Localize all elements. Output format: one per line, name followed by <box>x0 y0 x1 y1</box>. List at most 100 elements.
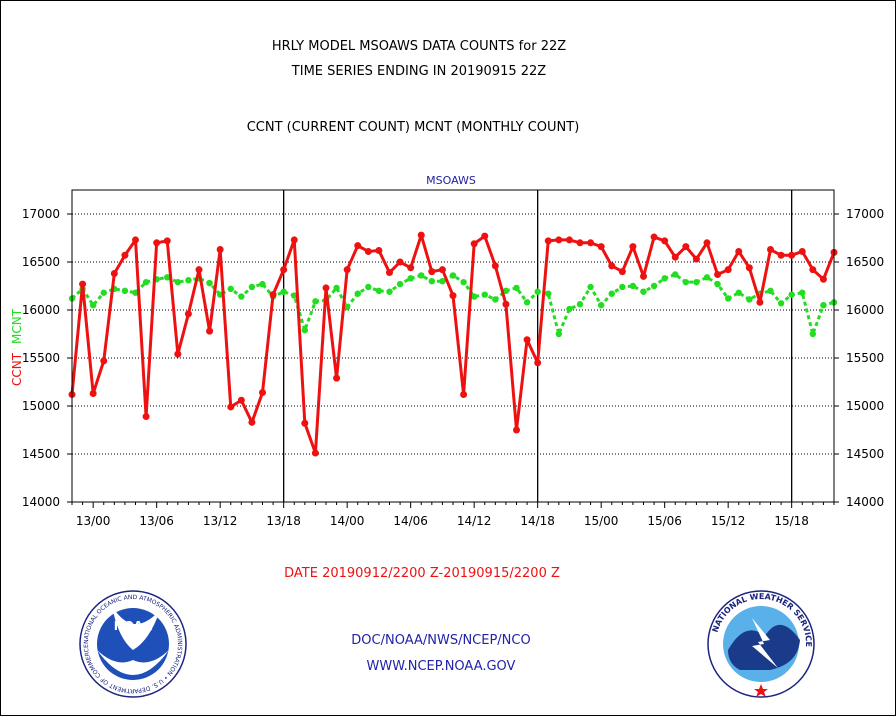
y-axis-label-ccnt: CCNT <box>10 352 24 386</box>
ccnt-point <box>216 246 224 254</box>
ccnt-point <box>555 236 563 244</box>
ccnt-point <box>343 266 351 274</box>
mcnt-point <box>608 290 615 297</box>
ccnt-point <box>322 284 330 292</box>
ccnt-point <box>100 357 108 365</box>
ccnt-point <box>153 239 161 247</box>
chart-panel-title: MSOAWS <box>426 174 476 187</box>
ccnt-point <box>523 336 531 344</box>
ccnt-point <box>460 390 468 398</box>
mcnt-point <box>365 283 372 291</box>
ccnt-point <box>290 236 298 244</box>
ccnt-point <box>576 239 584 247</box>
y-axis-label-mcnt: MCNT <box>10 308 24 344</box>
x-tick-label: 13/00 <box>76 514 111 528</box>
date-range-label: DATE 20190912/2200 Z-20190915/2200 Z <box>284 566 560 581</box>
ccnt-series <box>68 231 838 457</box>
ccnt-point <box>110 270 118 278</box>
ccnt-point <box>227 403 235 411</box>
ccnt-point <box>89 390 97 398</box>
mcnt-point <box>576 301 584 308</box>
ccnt-point <box>375 246 383 254</box>
series-group <box>68 231 838 457</box>
mcnt-point <box>248 283 256 291</box>
ccnt-point <box>407 264 415 272</box>
ccnt-point <box>311 449 319 457</box>
mcnt-point <box>788 291 795 298</box>
mcnt-point <box>523 299 531 306</box>
y-tick-label-right: 14000 <box>846 495 884 509</box>
mcnt-point <box>619 283 626 291</box>
noaa-logo: NOAA NATIONAL OCEANIC AND ATMOSPHERIC AD… <box>0 0 187 698</box>
mcnt-point <box>481 291 488 298</box>
mcnt-point <box>820 302 827 309</box>
ccnt-point <box>618 268 626 276</box>
chart-title-line2: TIME SERIES ENDING IN 20190915 22Z <box>291 64 547 79</box>
mcnt-point <box>724 295 732 302</box>
ccnt-point <box>301 419 309 427</box>
nws-logo: NATIONAL WEATHER SERVICE <box>707 590 815 698</box>
ccnt-point <box>206 327 214 335</box>
ccnt-point <box>798 247 806 255</box>
y-tick-label-left: 14000 <box>22 495 60 509</box>
ccnt-point <box>735 247 743 255</box>
ccnt-point <box>142 413 150 421</box>
x-tick-label: 14/06 <box>393 514 428 528</box>
mcnt-point <box>534 288 541 295</box>
mcnt-point <box>777 300 785 307</box>
mcnt-point <box>206 279 213 287</box>
y-tick-label-right: 15000 <box>846 399 884 413</box>
noaa-ring-text: NATIONAL OCEANIC AND ATMOSPHERIC ADMINIS… <box>0 0 183 694</box>
mcnt-point <box>280 288 287 295</box>
mcnt-point <box>439 278 446 285</box>
ccnt-point <box>640 272 647 280</box>
gridlines <box>72 190 834 502</box>
mcnt-point <box>809 330 817 338</box>
mcnt-point <box>185 277 192 284</box>
axis-ticks: 14000 14000 14500 14500 15000 15000 15500 15500… <box>22 207 884 528</box>
ccnt-point <box>163 237 171 245</box>
mcnt-point <box>682 278 690 286</box>
x-tick-label: 15/12 <box>711 514 746 528</box>
ccnt-point <box>788 251 796 259</box>
mcnt-point <box>460 278 467 286</box>
ccnt-point <box>364 247 372 255</box>
ccnt-point <box>692 255 700 263</box>
x-tick-label: 15/00 <box>584 514 619 528</box>
mcnt-point <box>407 275 414 282</box>
ccnt-point <box>470 240 478 248</box>
y-tick-label-right: 16500 <box>846 255 884 269</box>
ccnt-point <box>174 350 182 358</box>
noaa-logo-text: NOAA <box>114 619 153 633</box>
ccnt-point <box>184 310 192 318</box>
mcnt-point <box>100 289 107 296</box>
mcnt-point <box>291 292 298 299</box>
mcnt-point <box>629 282 637 290</box>
ccnt-point <box>809 266 817 274</box>
x-tick-label: 13/18 <box>266 514 301 528</box>
ccnt-point <box>386 269 393 277</box>
chart-title-line1: HRLY MODEL MSOAWS DATA COUNTS for 22Z <box>271 39 567 54</box>
ccnt-point <box>819 275 827 283</box>
ccnt-point <box>608 262 616 270</box>
ccnt-point <box>259 389 266 397</box>
ccnt-point <box>587 239 595 247</box>
ccnt-point <box>597 243 605 251</box>
ccnt-point <box>396 258 404 266</box>
ccnt-point <box>745 264 753 272</box>
ccnt-point <box>777 251 785 259</box>
ccnt-point <box>449 292 457 300</box>
mcnt-point <box>164 274 171 281</box>
mcnt-point <box>545 290 552 297</box>
ccnt-point <box>682 243 690 251</box>
mcnt-point <box>142 278 150 286</box>
mcnt-point <box>89 302 97 309</box>
y-tick-label-left: 15500 <box>22 351 60 365</box>
ccnt-point <box>438 266 446 274</box>
ccnt-point <box>354 242 362 250</box>
mcnt-point <box>238 293 245 300</box>
mcnt-point <box>661 275 668 282</box>
x-tick-label: 15/06 <box>647 514 682 528</box>
mcnt-point <box>703 274 711 281</box>
